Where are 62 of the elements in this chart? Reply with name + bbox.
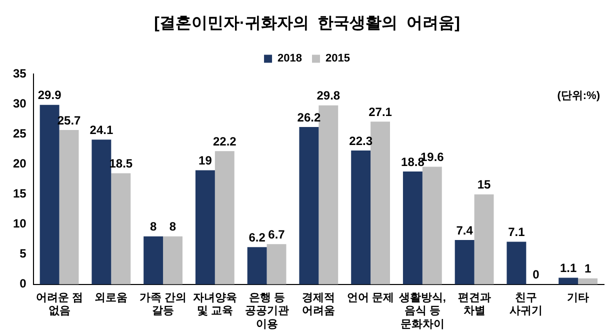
bar	[163, 236, 182, 284]
x-tick-label: 외로움	[94, 292, 128, 304]
data-label: 26.2	[297, 110, 321, 124]
y-tick-label: 15	[12, 186, 27, 201]
x-tick-label: 기타	[567, 292, 590, 304]
data-label: 27.1	[368, 104, 392, 119]
bar	[92, 140, 112, 284]
data-label: 15	[477, 178, 492, 192]
data-label: 1.1	[560, 261, 577, 276]
data-label: 29.8	[316, 88, 340, 103]
y-tick-label: 35	[12, 66, 27, 81]
data-label: 19	[198, 154, 212, 168]
bar	[506, 242, 526, 284]
bar	[351, 150, 371, 284]
bar	[299, 127, 319, 284]
bar	[318, 105, 338, 284]
data-label: 7.4	[456, 223, 474, 238]
data-label: 22.3	[349, 134, 373, 148]
legend-label: 2018	[278, 52, 302, 65]
bar	[195, 170, 215, 284]
legend-label: 2015	[326, 52, 350, 65]
bar	[474, 194, 494, 284]
bar	[59, 130, 79, 284]
x-tick-label: 은행 등 공공기관 이용	[244, 292, 289, 330]
data-label: 24.1	[90, 122, 114, 137]
x-tick-label: 친구 사귀기	[510, 292, 543, 318]
data-label: 7.1	[508, 225, 526, 240]
data-label: 29.9	[38, 88, 62, 102]
y-tick-label: 20	[12, 156, 27, 171]
data-label: 0	[532, 268, 540, 282]
data-label: 8	[150, 220, 157, 234]
bar	[247, 247, 267, 284]
bar	[422, 166, 442, 284]
x-tick-label: 생활방식, 음식 등 문화차이	[398, 292, 446, 330]
bar	[370, 122, 390, 284]
data-label: 6.7	[268, 227, 286, 242]
data-label: 22.2	[212, 134, 237, 148]
bar	[558, 278, 578, 284]
bar	[402, 171, 422, 284]
bar	[266, 244, 286, 284]
y-tick-label: 25	[12, 126, 27, 141]
bar	[144, 236, 164, 284]
x-tick-label: 언어 문제	[347, 292, 394, 304]
y-tick-label: 0	[20, 276, 27, 291]
x-tick-label: 편견과 차별	[458, 292, 491, 318]
y-tick-label: 10	[12, 216, 27, 231]
bar	[454, 240, 474, 284]
x-tick-label: 경제적 어려움	[302, 292, 336, 318]
x-tick-label: 가족 간의 갈등	[140, 292, 187, 318]
x-tick-label: 어려운 점 없음	[36, 292, 83, 318]
bar	[578, 278, 598, 284]
y-tick-label: 30	[12, 96, 27, 111]
y-tick-label: 5	[20, 246, 27, 261]
data-label: 8	[169, 220, 176, 234]
bar	[214, 151, 234, 284]
annotation: (단위:%)	[557, 90, 600, 102]
bar	[40, 104, 60, 284]
bar	[111, 173, 131, 284]
x-tick-label: 자녀양육 및 교육	[192, 292, 237, 318]
chart-title: [결혼이민자·귀화자의 한국생활의 어려움]	[154, 15, 460, 32]
data-label: 6.2	[248, 230, 266, 244]
data-label: 1	[584, 262, 592, 276]
